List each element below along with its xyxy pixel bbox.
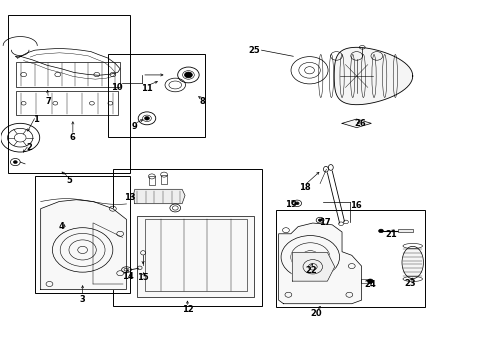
- Text: 1: 1: [33, 114, 39, 123]
- Text: 11: 11: [141, 84, 153, 93]
- Text: 13: 13: [124, 193, 136, 202]
- Bar: [144, 219, 246, 291]
- Circle shape: [295, 202, 298, 204]
- Bar: [113, 169, 261, 306]
- Bar: [161, 175, 166, 184]
- Circle shape: [378, 229, 383, 233]
- Text: 2: 2: [26, 143, 32, 152]
- Text: 16: 16: [349, 201, 361, 210]
- Bar: [108, 54, 205, 137]
- Bar: [149, 176, 155, 185]
- Bar: [137, 216, 254, 297]
- Text: 6: 6: [70, 133, 76, 142]
- Text: 7: 7: [45, 96, 51, 105]
- Bar: [8, 15, 130, 173]
- Circle shape: [366, 279, 372, 283]
- Text: 5: 5: [66, 176, 72, 185]
- Circle shape: [13, 161, 17, 163]
- Polygon shape: [278, 223, 361, 304]
- Text: 25: 25: [248, 46, 260, 55]
- Text: 18: 18: [298, 183, 310, 192]
- Text: 8: 8: [199, 97, 205, 106]
- Text: 20: 20: [310, 309, 322, 318]
- Polygon shape: [341, 119, 370, 128]
- Text: 4: 4: [59, 222, 64, 231]
- Text: 9: 9: [131, 122, 137, 131]
- Text: 15: 15: [137, 273, 149, 282]
- Polygon shape: [292, 252, 334, 281]
- Circle shape: [144, 117, 149, 120]
- Text: 10: 10: [111, 83, 122, 92]
- Ellipse shape: [401, 246, 423, 279]
- Text: 14: 14: [122, 272, 133, 281]
- Text: 3: 3: [80, 294, 85, 303]
- Bar: [397, 229, 412, 232]
- Circle shape: [318, 219, 321, 221]
- Bar: [16, 91, 118, 116]
- Text: 22: 22: [305, 266, 316, 275]
- Text: 21: 21: [384, 230, 396, 239]
- Text: 24: 24: [364, 280, 375, 289]
- Text: 17: 17: [318, 218, 329, 227]
- Text: 23: 23: [404, 279, 415, 288]
- Text: 26: 26: [354, 119, 366, 128]
- Text: 12: 12: [181, 305, 193, 314]
- Polygon shape: [333, 47, 412, 105]
- Polygon shape: [41, 200, 126, 289]
- Bar: [16, 62, 120, 87]
- Circle shape: [184, 72, 192, 78]
- Bar: [35, 176, 130, 293]
- Bar: [360, 279, 369, 283]
- Bar: [276, 211, 424, 307]
- Text: 19: 19: [285, 200, 296, 209]
- Polygon shape: [133, 189, 184, 204]
